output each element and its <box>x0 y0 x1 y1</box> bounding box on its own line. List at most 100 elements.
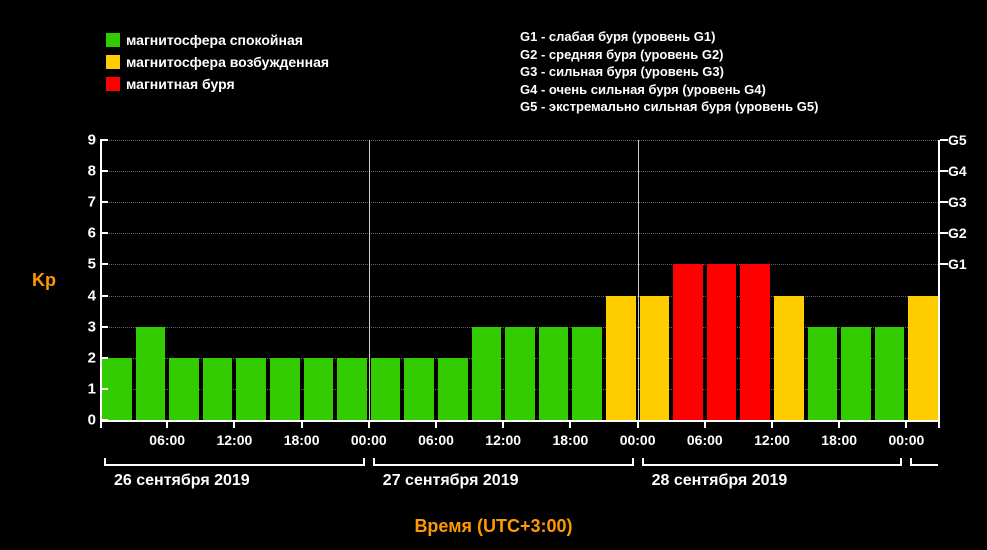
kp-bar <box>404 358 434 420</box>
chart-border <box>938 140 940 428</box>
gridline-h <box>100 264 940 265</box>
x-tick-mark <box>166 420 168 428</box>
kp-bar <box>438 358 468 420</box>
x-tick-mark <box>368 420 370 428</box>
g-scale-label: G5 <box>948 132 967 148</box>
g-tick-mark <box>940 170 948 172</box>
x-tick-label: 00:00 <box>888 432 924 448</box>
x-tick-label: 06:00 <box>149 432 185 448</box>
kp-bar <box>808 327 838 420</box>
date-bracket <box>642 458 903 466</box>
kp-bar <box>640 296 670 420</box>
legend-swatch <box>106 77 120 91</box>
g-tick-mark <box>940 139 948 141</box>
x-tick-label: 18:00 <box>552 432 588 448</box>
y-tick-label: 5 <box>88 256 96 273</box>
date-label: 27 сентября 2019 <box>383 472 519 490</box>
x-tick-label: 12:00 <box>216 432 252 448</box>
kp-bar <box>740 264 770 420</box>
x-tick-mark <box>301 420 303 428</box>
y-axis-left: 0123456789 <box>70 140 100 420</box>
gridline-h <box>100 296 940 297</box>
x-tick-mark <box>905 420 907 428</box>
x-tick-mark <box>704 420 706 428</box>
y-tick-label: 6 <box>88 225 96 242</box>
kp-bar <box>136 327 166 420</box>
y-tick-label: 9 <box>88 132 96 149</box>
x-tick-mark <box>637 420 639 428</box>
kp-bar <box>572 327 602 420</box>
day-separator <box>638 140 639 420</box>
kp-bar <box>270 358 300 420</box>
x-tick-mark <box>569 420 571 428</box>
gridline-h <box>100 171 940 172</box>
date-bracket-row: 26 сентября 2019 27 сентября 2019 28 сентя… <box>100 458 940 508</box>
kp-bar <box>841 327 871 420</box>
chart-border <box>100 140 102 428</box>
chart-plot-area <box>100 140 940 420</box>
legend-left: магнитосфера спокойная магнитосфера возб… <box>106 32 329 98</box>
x-tick-label: 06:00 <box>687 432 723 448</box>
day-separator <box>369 140 370 420</box>
x-tick-label: 12:00 <box>485 432 521 448</box>
kp-bar <box>505 327 535 420</box>
y-tick-label: 4 <box>88 287 96 304</box>
kp-bar <box>606 296 636 420</box>
kp-bar <box>472 327 502 420</box>
y-tick-label: 0 <box>88 412 96 429</box>
x-tick-mark <box>838 420 840 428</box>
legend-swatch <box>106 33 120 47</box>
g-scale-label: G4 <box>948 163 967 179</box>
gridline-h <box>100 202 940 203</box>
x-tick-mark <box>435 420 437 428</box>
date-label: 28 сентября 2019 <box>652 472 788 490</box>
x-tick-mark <box>502 420 504 428</box>
x-tick-label: 18:00 <box>821 432 857 448</box>
legend-right: G1 - слабая буря (уровень G1) G2 - средн… <box>520 28 818 116</box>
legend-item-storm: магнитная буря <box>106 76 329 92</box>
y-axis-label: Kр <box>32 270 56 291</box>
date-bracket <box>104 458 365 466</box>
date-bracket <box>373 458 634 466</box>
legend-storm-line: G5 - экстремально сильная буря (уровень … <box>520 98 818 116</box>
y-axis-right: G1G2G3G4G5 <box>940 140 980 420</box>
g-scale-label: G2 <box>948 225 967 241</box>
legend-label: магнитосфера спокойная <box>126 32 303 48</box>
y-tick-label: 2 <box>88 349 96 366</box>
g-tick-mark <box>940 232 948 234</box>
x-axis-title: Время (UTC+3:00) <box>0 516 987 537</box>
x-tick-label: 00:00 <box>351 432 387 448</box>
kp-bar <box>337 358 367 420</box>
g-scale-label: G1 <box>948 256 967 272</box>
kp-bar <box>673 264 703 420</box>
kp-bar <box>707 264 737 420</box>
x-tick-label: 12:00 <box>754 432 790 448</box>
x-tick-label: 18:00 <box>284 432 320 448</box>
legend-label: магнитная буря <box>126 76 235 92</box>
kp-bar <box>304 358 334 420</box>
kp-bar <box>169 358 199 420</box>
legend-label: магнитосфера возбужденная <box>126 54 329 70</box>
kp-bar <box>908 296 938 420</box>
x-tick-mark <box>233 420 235 428</box>
gridline-h <box>100 140 940 141</box>
date-bracket-stub <box>910 458 938 466</box>
legend-storm-line: G3 - сильная буря (уровень G3) <box>520 63 818 81</box>
g-tick-mark <box>940 201 948 203</box>
legend-storm-line: G1 - слабая буря (уровень G1) <box>520 28 818 46</box>
date-label: 26 сентября 2019 <box>114 472 250 490</box>
kp-bar <box>236 358 266 420</box>
x-tick-mark <box>771 420 773 428</box>
y-tick-label: 8 <box>88 163 96 180</box>
legend-item-disturbed: магнитосфера возбужденная <box>106 54 329 70</box>
legend-swatch <box>106 55 120 69</box>
chart-border <box>100 420 940 422</box>
y-tick-label: 7 <box>88 194 96 211</box>
x-tick-label: 06:00 <box>418 432 454 448</box>
gridline-h <box>100 233 940 234</box>
kp-bar <box>539 327 569 420</box>
g-tick-mark <box>940 263 948 265</box>
kp-bar <box>875 327 905 420</box>
x-tick-label: 00:00 <box>620 432 656 448</box>
y-tick-label: 1 <box>88 380 96 397</box>
